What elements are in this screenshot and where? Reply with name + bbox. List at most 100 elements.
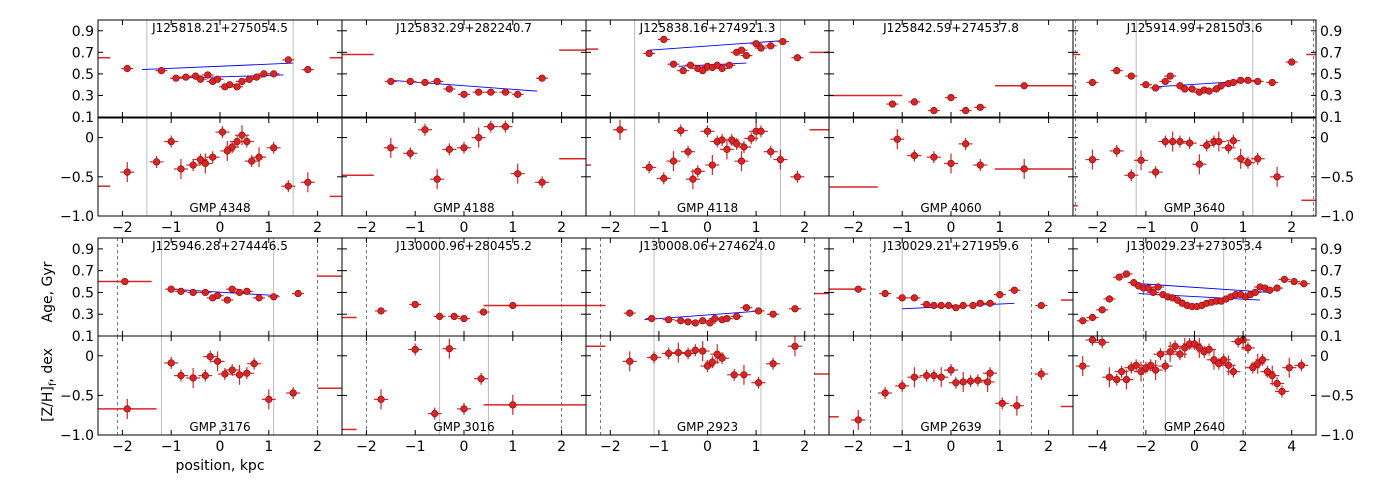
galaxy-name: J130029.23+273053.4 xyxy=(1126,239,1263,253)
galaxy-name: J125832.29+282240.7 xyxy=(395,21,532,35)
data-point xyxy=(233,83,241,91)
y-tick-label: −0.5 xyxy=(60,170,94,186)
data-point xyxy=(1273,379,1281,388)
data-point xyxy=(213,75,222,83)
x-tick-label: −1 xyxy=(405,220,426,236)
data-point xyxy=(1195,344,1203,352)
data-point xyxy=(387,144,395,152)
data-point xyxy=(730,371,738,379)
data-point xyxy=(1020,82,1028,90)
x-tick-label: 1 xyxy=(264,220,273,236)
y-tick-label: 0.9 xyxy=(72,242,94,258)
data-point xyxy=(377,307,385,315)
y-tick-label: 0.7 xyxy=(72,45,94,61)
data-point xyxy=(250,360,258,368)
panel-7: J130000.96+280455.2 GMP 3016 −2 −1 0 1 2 xyxy=(341,237,587,455)
x-tick-label: −2 xyxy=(356,439,377,455)
data-point xyxy=(538,74,546,82)
x-tick-label: 2 xyxy=(1287,220,1296,236)
data-point xyxy=(677,317,685,325)
data-point xyxy=(1254,155,1262,163)
data-point xyxy=(477,375,485,383)
y-tick-label: 0.3 xyxy=(72,307,94,323)
data-point xyxy=(509,301,517,310)
data-point xyxy=(898,294,906,302)
data-point xyxy=(196,155,205,164)
data-point xyxy=(1244,76,1252,84)
data-point xyxy=(1251,288,1259,297)
data-point xyxy=(1115,273,1123,281)
data-point xyxy=(684,318,692,326)
y-tick-label: 0.1 xyxy=(1320,329,1342,345)
data-point xyxy=(740,371,748,379)
data-point xyxy=(1122,375,1131,384)
data-point xyxy=(998,399,1006,407)
data-point xyxy=(854,416,862,424)
y-tick-label: 0.1 xyxy=(72,329,94,345)
fit-line xyxy=(171,288,279,297)
y-tick-label: −0.5 xyxy=(60,388,94,404)
met-subplot: GMP 4188 −2 −1 0 1 2 xyxy=(341,117,587,236)
x-tick-label: 0 xyxy=(460,220,469,236)
age-subplot: J125914.99+281503.6 xyxy=(1072,19,1317,118)
data-point xyxy=(1098,338,1106,346)
data-point xyxy=(487,88,495,96)
data-point xyxy=(235,288,244,297)
y-tick-label: 0.3 xyxy=(1320,88,1342,104)
data-point xyxy=(270,70,278,78)
y-tick-label: −1.0 xyxy=(60,428,94,444)
data-point xyxy=(959,378,967,386)
data-point xyxy=(930,372,938,380)
data-point xyxy=(1105,295,1114,303)
y-tick-label: 0.1 xyxy=(1320,110,1342,126)
y-tick-label: 0.9 xyxy=(1320,242,1342,258)
data-point xyxy=(253,73,261,81)
data-point xyxy=(1166,72,1174,80)
data-point xyxy=(1220,356,1228,364)
data-point xyxy=(167,359,175,367)
x-tick-label: 2 xyxy=(800,439,809,455)
y-tick-label: −1.0 xyxy=(60,209,94,225)
data-point xyxy=(699,347,707,355)
data-point xyxy=(243,369,251,377)
y-axis-title-met-main: [Z/H] xyxy=(40,386,56,422)
data-point xyxy=(172,74,180,82)
age-subplot: J125838.16+274921.3 xyxy=(585,19,830,118)
panel-8: J130008.06+274624.0 GMP 2923 −2 −1 0 1 2 xyxy=(585,237,830,455)
data-point xyxy=(1154,283,1162,291)
fit-line xyxy=(644,310,761,321)
data-point xyxy=(460,144,468,152)
galaxy-id-label: GMP 4060 xyxy=(920,201,981,215)
plot-area xyxy=(1075,336,1309,435)
data-point xyxy=(1166,348,1174,356)
data-point xyxy=(445,345,453,353)
x-tick-label: 1 xyxy=(995,220,1004,236)
data-point xyxy=(243,137,251,146)
data-point xyxy=(1285,364,1293,372)
data-point xyxy=(665,349,673,358)
x-tick-label: −1 xyxy=(892,439,913,455)
x-tick-label: 4 xyxy=(1287,439,1296,455)
data-point xyxy=(475,88,483,96)
data-point xyxy=(976,299,984,307)
met-subplot: GMP 4118 −2 −1 0 1 2 xyxy=(585,117,830,236)
data-point xyxy=(952,379,960,387)
outer-tick-labels: 0.1 0.3 0.5 0.7 0.9 −1.0 −0.5 0 0.1 0.3 0.5 0.7 0.9 −… xyxy=(60,24,1354,444)
data-point xyxy=(1280,275,1289,283)
data-point xyxy=(1288,58,1296,66)
data-point xyxy=(1273,173,1281,181)
data-point xyxy=(1127,72,1135,80)
data-point xyxy=(1088,78,1097,87)
data-point xyxy=(898,382,906,390)
data-point xyxy=(1237,155,1245,163)
data-point xyxy=(684,349,692,358)
y-tick-label: 0.9 xyxy=(1320,24,1342,40)
data-point xyxy=(791,342,799,350)
data-point xyxy=(411,300,419,309)
data-point xyxy=(769,360,777,368)
data-point xyxy=(1300,280,1308,288)
data-point xyxy=(433,77,441,86)
data-point xyxy=(460,314,468,323)
data-point xyxy=(1254,77,1262,86)
data-point xyxy=(218,128,227,136)
